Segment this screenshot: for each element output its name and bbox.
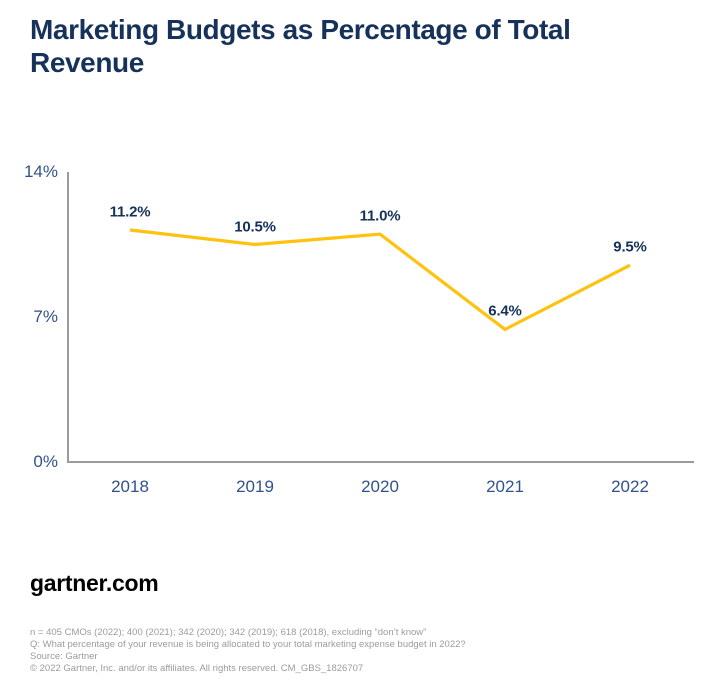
x-tick-label-2018: 2018 — [111, 477, 149, 496]
footnote-line-1: n = 405 CMOs (2022); 400 (2021); 342 (20… — [30, 627, 427, 638]
footnote-line-2: Q: What percentage of your revenue is be… — [30, 639, 466, 650]
x-tick-label-2022: 2022 — [611, 477, 649, 496]
data-label-2019: 10.5% — [234, 218, 276, 235]
y-tick-label-7: 7% — [33, 307, 58, 326]
y-tick-label-0: 0% — [33, 452, 58, 471]
data-label-2022: 9.5% — [613, 238, 647, 256]
data-label-2021: 6.4% — [488, 302, 522, 320]
footnotes: n = 405 CMOs (2022); 400 (2021); 342 (20… — [30, 627, 690, 675]
footnote-line-3: Source: Gartner — [30, 651, 98, 662]
gartner-site-label: gartner.com — [30, 570, 159, 596]
y-tick-label-14: 14% — [23, 162, 58, 181]
data-label-2020: 11.0% — [359, 207, 401, 225]
footnote-line-4: © 2022 Gartner, Inc. and/or its affiliat… — [30, 663, 364, 674]
x-tick-label-2019: 2019 — [236, 477, 274, 496]
data-label-2018: 11.2% — [109, 203, 151, 221]
trend-line — [129, 228, 631, 332]
x-tick-label-2020: 2020 — [361, 477, 399, 496]
x-tick-label-2021: 2021 — [486, 477, 524, 496]
chart-title: Marketing Budgets as Percentage of Total… — [30, 14, 571, 78]
